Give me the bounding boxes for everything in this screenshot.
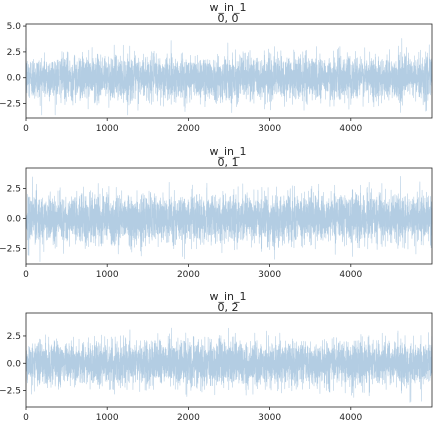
x-tick-label: 4000 — [339, 124, 362, 134]
panel-title: w_in_1 — [209, 145, 246, 158]
panel-title: w_in_1 — [209, 290, 246, 303]
x-tick-label: 2000 — [177, 270, 200, 280]
x-tick-label: 3000 — [258, 124, 281, 134]
y-tick-label: 0.0 — [7, 359, 22, 369]
x-tick-label: 4000 — [339, 270, 362, 280]
x-tick-label: 1000 — [96, 413, 119, 423]
x-tick-label: 4000 — [339, 413, 362, 423]
x-tick-label: 3000 — [258, 413, 281, 423]
x-tick-label: 1000 — [96, 270, 119, 280]
y-tick-label: 2.5 — [7, 184, 21, 194]
y-tick-label: 0.0 — [7, 214, 22, 224]
y-tick-label: −2.5 — [0, 244, 21, 254]
x-tick-label: 0 — [23, 270, 29, 280]
x-tick-label: 0 — [23, 413, 29, 423]
x-tick-label: 1000 — [96, 124, 119, 134]
trace-panel-0: w_in_10, 0 0 1000 2000 3000 4000 −2.5 0.0 2.5 5.0 — [0, 1, 433, 134]
y-tick-label: 5.0 — [7, 22, 22, 32]
axes-frame — [25, 167, 433, 265]
panel-subtitle: 0, 2 — [218, 301, 239, 314]
y-tick-label: 0.0 — [7, 74, 22, 84]
y-tick-label: −2.5 — [0, 100, 21, 110]
y-tick-label: 2.5 — [7, 48, 21, 58]
panel-subtitle: 0, 0 — [218, 12, 239, 25]
x-tick-label: 2000 — [177, 413, 200, 423]
trace-line — [25, 327, 433, 403]
y-tick-label: 2.5 — [7, 332, 21, 342]
axes-frame — [25, 23, 433, 119]
trace-panel-2: w_in_10, 2 0 1000 2000 3000 4000 −2.5 0.0 2.5 — [0, 290, 433, 423]
panel-title: w_in_1 — [209, 1, 246, 14]
x-tick-label: 0 — [23, 124, 29, 134]
trace-line — [25, 176, 433, 262]
axes-frame — [25, 312, 433, 408]
y-tick-label: −2.5 — [0, 387, 21, 397]
panel-subtitle: 0, 1 — [218, 156, 239, 169]
x-tick-label: 3000 — [258, 270, 281, 280]
x-tick-label: 2000 — [177, 124, 200, 134]
trace-line — [25, 38, 433, 116]
trace-panel-1: w_in_10, 1 0 1000 2000 3000 4000 −2.5 0.0 2.5 — [0, 145, 433, 280]
